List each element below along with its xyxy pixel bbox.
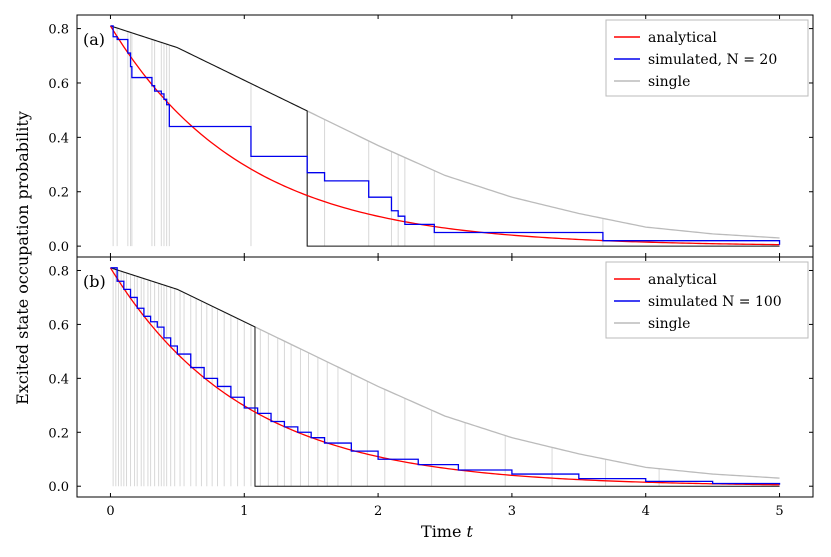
panel-b: 0.0 0.2 0.4 0.6 0.8 0 1 2 3 4 5 (b) analytical simula… [48, 256, 814, 519]
analytical-line [109, 25, 780, 246]
legend-label-simulated: simulated, N = 20 [648, 52, 777, 68]
y-tick-label: 0.0 [48, 480, 69, 495]
legend-label-single: single [648, 74, 690, 90]
x-tick-label: 4 [642, 504, 650, 519]
panel-label: (a) [83, 30, 105, 49]
plot-area [109, 267, 781, 487]
y-tick-label: 0.4 [48, 131, 69, 146]
y-tick-label: 0.6 [48, 77, 69, 92]
x-tick-label: 0 [106, 504, 114, 519]
y-tick-label: 0.4 [48, 372, 69, 387]
x-axis-label: Time t [421, 522, 474, 541]
plot-area [109, 25, 781, 247]
legend: analytical simulated, N = 20 single [605, 19, 809, 97]
legend-label-single: single [648, 316, 690, 332]
y-tick-label: 0.8 [48, 23, 69, 38]
legend: analytical simulated N = 100 single [605, 261, 809, 339]
analytical-line [109, 267, 780, 486]
simulated-line [110, 25, 781, 245]
legend-box [605, 261, 809, 339]
y-tick-label: 0.6 [48, 318, 69, 333]
simulated-line [110, 267, 781, 485]
x-tick-label: 2 [374, 504, 382, 519]
panel-label: (b) [83, 272, 106, 291]
x-tick-label: 1 [240, 504, 248, 519]
x-tick-label: 5 [775, 504, 783, 519]
single-trajectory-line [110, 25, 780, 247]
y-axis-label: Excited state occupation probability [13, 111, 32, 405]
legend-label-analytical: analytical [648, 272, 717, 288]
single-trajectory-line [110, 267, 780, 487]
x-tick-label: 3 [508, 504, 516, 519]
y-tick-label: 0.0 [48, 240, 69, 255]
legend-label-simulated: simulated N = 100 [648, 294, 782, 310]
single-jump-lines [112, 268, 660, 487]
plot-frame [76, 256, 814, 498]
y-tick-label: 0.8 [48, 264, 69, 279]
legend-label-analytical: analytical [648, 30, 717, 46]
y-tick-label: 0.2 [48, 186, 69, 201]
panel-a: 0.0 0.2 0.4 0.6 0.8 (a) analytical simulated, N… [48, 14, 814, 258]
y-tick-label: 0.2 [48, 426, 69, 441]
legend-box [605, 19, 809, 97]
